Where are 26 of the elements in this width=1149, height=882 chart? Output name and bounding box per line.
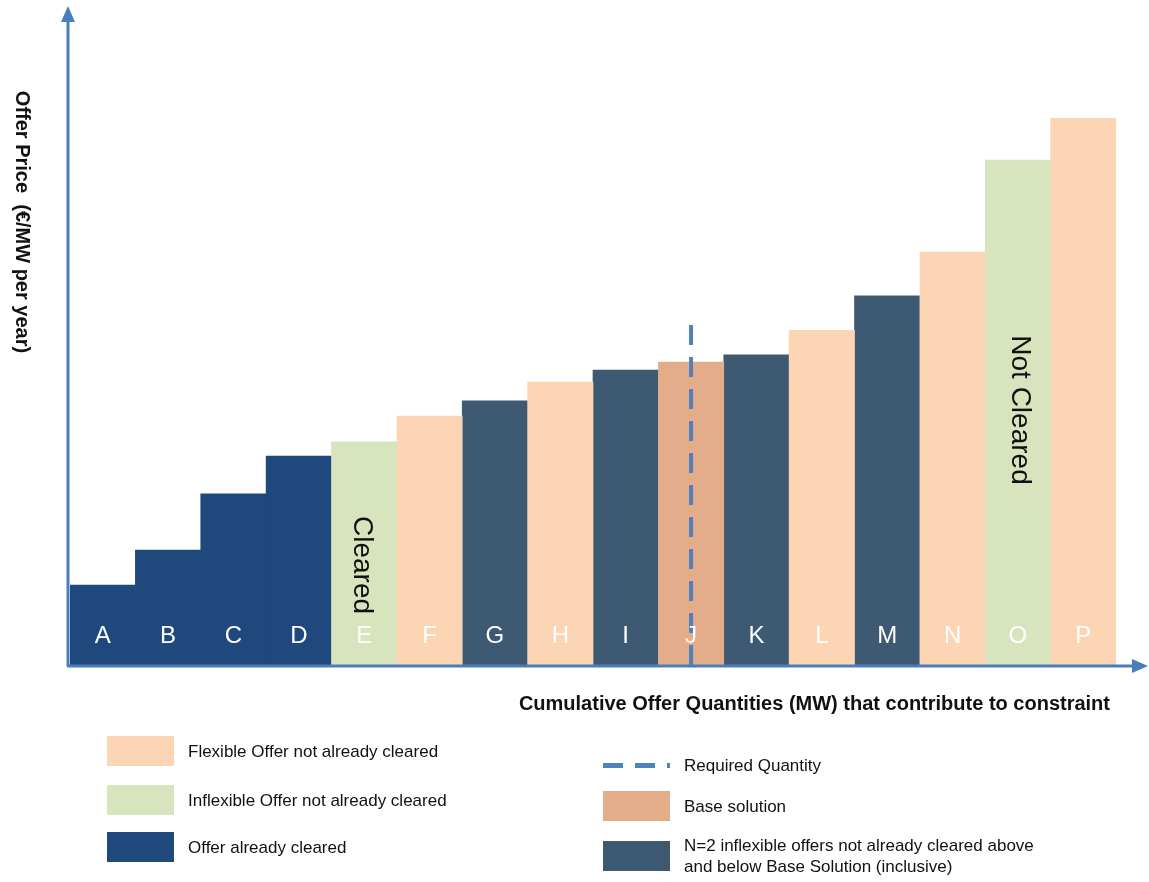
x-axis-title: Cumulative Offer Quantities (MW) that contribute to constraint bbox=[518, 691, 1111, 714]
x-tick-label: G bbox=[485, 620, 505, 648]
x-tick-label: E bbox=[356, 620, 373, 648]
legend-label: Offer already cleared bbox=[188, 836, 347, 858]
x-tick-label: M bbox=[877, 620, 898, 648]
x-tick-label: O bbox=[1008, 620, 1028, 648]
x-tick-label: K bbox=[748, 620, 765, 648]
legend-label: Base solution bbox=[684, 795, 787, 817]
x-tick-label: B bbox=[160, 620, 177, 648]
legend-label: N=2 inflexible offers not already cleared above and below Base Solution (inclusive) bbox=[684, 835, 1034, 877]
x-tick-label: J bbox=[685, 620, 698, 648]
x-tick-label: D bbox=[290, 620, 308, 648]
annotation: Cleared bbox=[348, 515, 380, 615]
legend-label: Required Quantity bbox=[684, 754, 822, 776]
legend-label: Inflexible Offer not already cleared bbox=[188, 789, 447, 811]
x-tick-label: A bbox=[94, 620, 111, 648]
legend-label: Flexible Offer not already cleared bbox=[188, 740, 439, 762]
x-tick-label: N bbox=[943, 620, 962, 648]
x-tick-label: P bbox=[1075, 620, 1092, 648]
y-axis-title: Offer Price (€/MW per year) bbox=[12, 90, 35, 354]
x-tick-label: F bbox=[422, 620, 437, 648]
x-tick-label: H bbox=[551, 620, 569, 648]
x-tick-label: I bbox=[622, 620, 630, 648]
annotation: Not Cleared bbox=[1006, 335, 1038, 485]
x-tick-label: L bbox=[815, 620, 829, 648]
x-tick-label: C bbox=[224, 620, 243, 648]
